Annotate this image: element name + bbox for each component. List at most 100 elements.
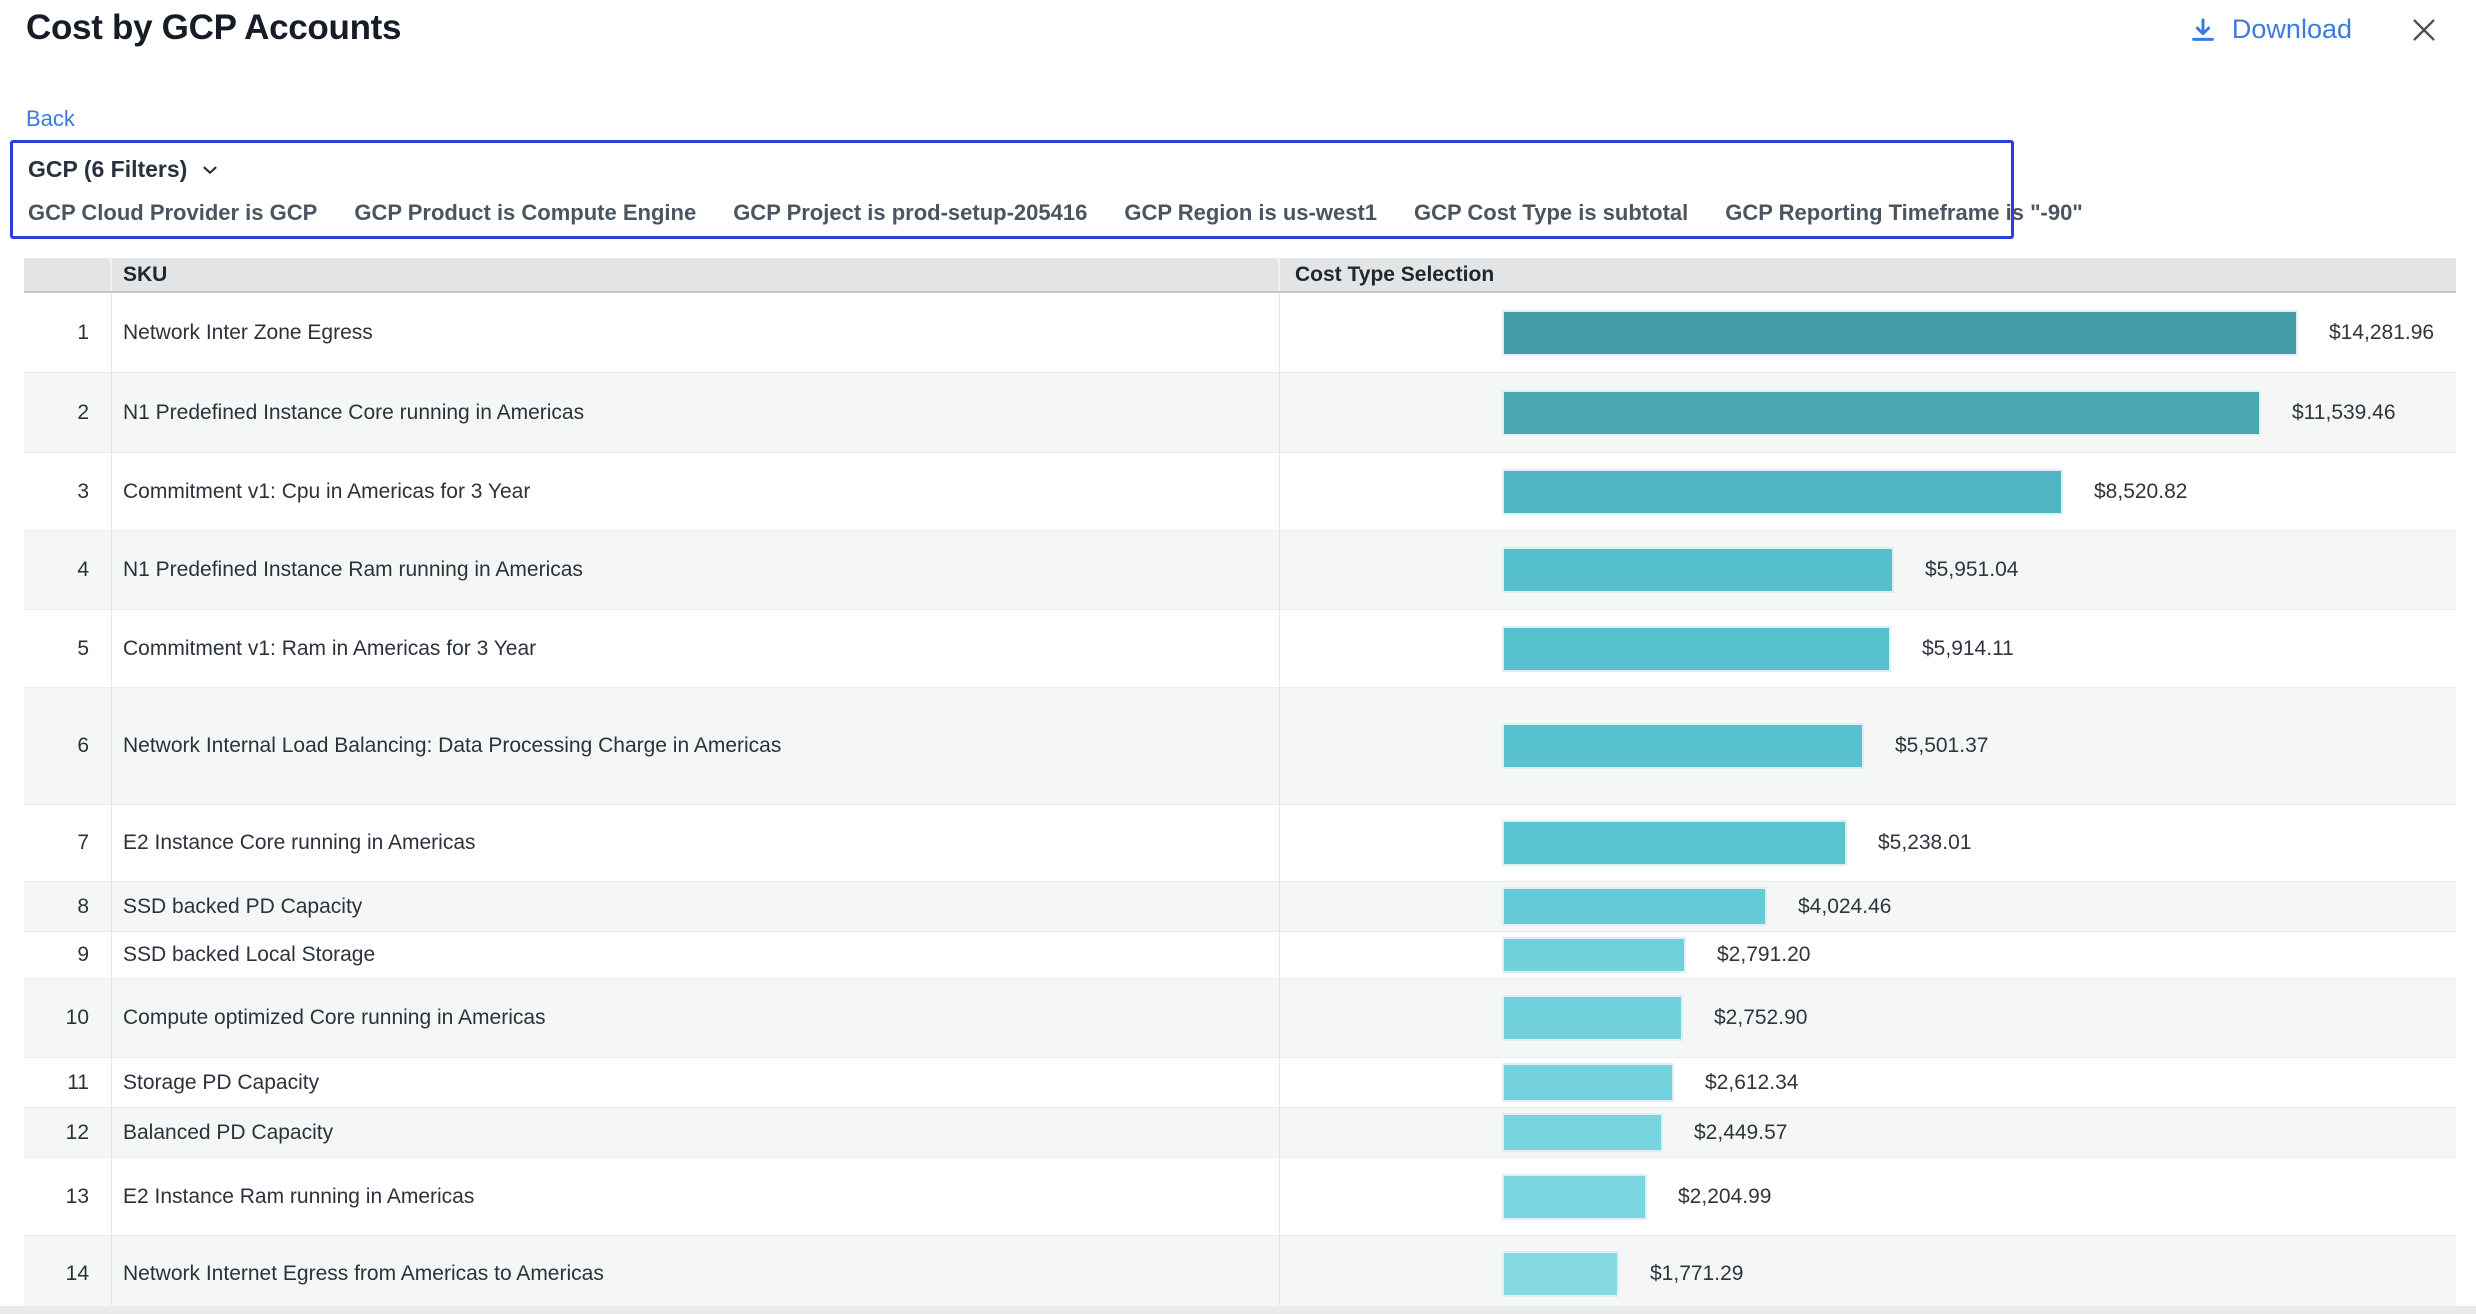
cost-value-label: $8,520.82 xyxy=(2094,479,2188,503)
filter-list: GCP Cloud Provider is GCP GCP Product is … xyxy=(28,200,2083,226)
filter-chip[interactable]: GCP Reporting Timeframe is "-90" xyxy=(1725,200,2083,225)
cost-bar[interactable] xyxy=(1502,937,1686,973)
cost-bar[interactable] xyxy=(1502,995,1683,1041)
row-number: 11 xyxy=(24,1058,112,1107)
chevron-down-icon xyxy=(199,159,221,181)
cost-value-label: $5,501.37 xyxy=(1895,734,1989,757)
row-number: 7 xyxy=(24,805,112,881)
cost-bar-cell: $2,204.99 xyxy=(1280,1158,2456,1235)
row-number: 13 xyxy=(24,1158,112,1235)
bottom-scroll-strip[interactable] xyxy=(0,1306,2476,1314)
filter-chip[interactable]: GCP Product is Compute Engine xyxy=(354,200,697,225)
close-icon xyxy=(2408,14,2440,46)
cost-value-label: $5,914.11 xyxy=(1922,636,2014,660)
cost-type-column-header: Cost Type Selection xyxy=(1295,262,1495,286)
cost-bar[interactable] xyxy=(1502,1250,1619,1297)
cost-bar-cell: $2,449.57 xyxy=(1280,1108,2456,1157)
filter-box: GCP (6 Filters) GCP Cloud Provider is GC… xyxy=(10,140,2083,239)
sku-label: SSD backed Local Storage xyxy=(112,932,1280,978)
download-button[interactable]: Download xyxy=(2188,14,2352,45)
cost-table: SKU Cost Type Selection 1 Network Inter Z… xyxy=(24,258,2456,1312)
cost-bar-cell: $5,951.04 xyxy=(1280,531,2456,609)
cost-value-label: $2,449.57 xyxy=(1694,1120,1788,1144)
table-header-row: SKU Cost Type Selection xyxy=(24,258,2456,293)
cost-value-label: $1,771.29 xyxy=(1650,1261,1744,1285)
cost-value-label: $2,612.34 xyxy=(1705,1070,1799,1094)
row-number: 1 xyxy=(24,293,112,372)
cost-value-label: $5,951.04 xyxy=(1925,558,2019,581)
cost-bar[interactable] xyxy=(1502,468,2063,515)
table-row: 7 E2 Instance Core running in Americas $5,… xyxy=(24,805,2456,882)
filter-summary-toggle[interactable]: GCP (6 Filters) xyxy=(28,156,221,183)
cost-bar-cell: $4,024.46 xyxy=(1280,882,2456,931)
cost-value-label: $2,752.90 xyxy=(1714,1006,1808,1029)
cost-bar[interactable] xyxy=(1502,625,1891,672)
cost-value-label: $5,238.01 xyxy=(1878,831,1972,854)
cost-bar-cell: $5,501.37 xyxy=(1280,688,2456,804)
cost-bar[interactable] xyxy=(1502,1063,1674,1102)
sku-label: Compute optimized Core running in Americ… xyxy=(112,979,1280,1057)
cost-value-label: $4,024.46 xyxy=(1798,894,1892,918)
table-row: 2 N1 Predefined Instance Core running in … xyxy=(24,373,2456,453)
cost-bar[interactable] xyxy=(1502,887,1767,926)
table-row: 9 SSD backed Local Storage $2,791.20 xyxy=(24,932,2456,979)
close-button[interactable] xyxy=(2406,12,2442,48)
cost-bar-cell: $2,752.90 xyxy=(1280,979,2456,1057)
table-row: 1 Network Inter Zone Egress $14,281.96 xyxy=(24,293,2456,373)
cost-bar-cell: $2,791.20 xyxy=(1280,932,2456,978)
download-icon xyxy=(2188,15,2218,45)
download-label: Download xyxy=(2231,14,2352,44)
cost-bar[interactable] xyxy=(1502,1113,1663,1152)
cost-bar[interactable] xyxy=(1502,723,1864,769)
row-number: 12 xyxy=(24,1108,112,1157)
sku-label: Network Internal Load Balancing: Data Pr… xyxy=(112,688,1280,804)
filter-summary-label: GCP (6 Filters) xyxy=(28,156,188,182)
cost-value-label: $11,539.46 xyxy=(2292,400,2396,424)
sku-label: Storage PD Capacity xyxy=(112,1058,1280,1107)
cost-bar[interactable] xyxy=(1502,820,1847,866)
cost-value-label: $2,791.20 xyxy=(1717,943,1811,966)
table-body: 1 Network Inter Zone Egress $14,281.96 2 N1 … xyxy=(24,293,2456,1312)
back-link[interactable]: Back xyxy=(26,106,75,131)
table-row: 10 Compute optimized Core running in Amer… xyxy=(24,979,2456,1058)
cost-bar[interactable] xyxy=(1502,309,2298,356)
table-row: 3 Commitment v1: Cpu in Americas for 3 Ye… xyxy=(24,453,2456,531)
cost-value-label: $14,281.96 xyxy=(2329,320,2435,344)
sku-label: Balanced PD Capacity xyxy=(112,1108,1280,1157)
row-number: 5 xyxy=(24,610,112,687)
row-number-column-header xyxy=(24,258,112,291)
table-row: 6 Network Internal Load Balancing: Data P… xyxy=(24,688,2456,805)
table-row: 14 Network Internet Egress from Americas … xyxy=(24,1236,2456,1312)
sku-label: SSD backed PD Capacity xyxy=(112,882,1280,931)
table-row: 8 SSD backed PD Capacity $4,024.46 xyxy=(24,882,2456,932)
row-number: 2 xyxy=(24,373,112,452)
sku-label: E2 Instance Core running in Americas xyxy=(112,805,1280,881)
row-number: 9 xyxy=(24,932,112,978)
table-row: 12 Balanced PD Capacity $2,449.57 xyxy=(24,1108,2456,1158)
table-row: 13 E2 Instance Ram running in Americas $2,… xyxy=(24,1158,2456,1236)
sku-label: Network Inter Zone Egress xyxy=(112,293,1280,372)
sku-column-header: SKU xyxy=(112,258,1280,291)
filter-chip[interactable]: GCP Cloud Provider is GCP xyxy=(28,200,318,225)
row-number: 10 xyxy=(24,979,112,1057)
filter-chip[interactable]: GCP Cost Type is subtotal xyxy=(1414,200,1689,225)
sku-label: Commitment v1: Ram in Americas for 3 Yea… xyxy=(112,610,1280,687)
row-number: 14 xyxy=(24,1236,112,1311)
cost-bar-cell: $11,539.46 xyxy=(1280,373,2456,452)
table-row: 4 N1 Predefined Instance Ram running in A… xyxy=(24,531,2456,610)
cost-bar[interactable] xyxy=(1502,547,1894,593)
cost-bar-cell: $14,281.96 xyxy=(1280,293,2456,372)
filter-chip[interactable]: GCP Project is prod-setup-205416 xyxy=(733,200,1088,225)
filter-chip[interactable]: GCP Region is us-west1 xyxy=(1124,200,1378,225)
table-row: 5 Commitment v1: Ram in Americas for 3 Ye… xyxy=(24,610,2456,688)
row-number: 4 xyxy=(24,531,112,609)
cost-bar-cell: $1,771.29 xyxy=(1280,1236,2456,1311)
cost-bar-cell: $5,238.01 xyxy=(1280,805,2456,881)
sku-label: Network Internet Egress from Americas to… xyxy=(112,1236,1280,1311)
cost-bar-cell: $5,914.11 xyxy=(1280,610,2456,687)
cost-bar[interactable] xyxy=(1502,1173,1647,1220)
sku-label: Commitment v1: Cpu in Americas for 3 Yea… xyxy=(112,453,1280,530)
row-number: 6 xyxy=(24,688,112,804)
page-title: Cost by GCP Accounts xyxy=(26,8,402,47)
cost-bar[interactable] xyxy=(1502,389,2261,436)
